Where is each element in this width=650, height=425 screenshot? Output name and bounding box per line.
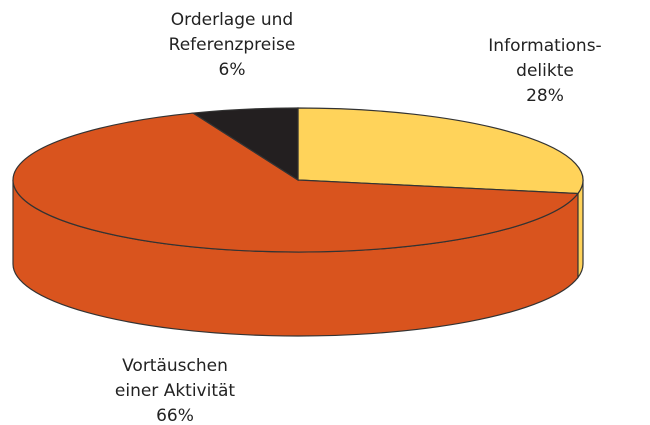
slice-value-label: 6% [219, 60, 246, 80]
pie-slice [191, 107, 299, 182]
slice-label: Informations- [488, 36, 601, 56]
pie-side [577, 179, 584, 280]
slice-label: Vortäuschen [122, 356, 228, 376]
pie-slice [12, 112, 580, 253]
slice-label: Referenzpreise [169, 35, 296, 55]
slice-label: delikte [516, 61, 574, 81]
slice-label: Orderlage und [171, 10, 293, 30]
slice-value-label: 28% [526, 86, 564, 106]
pie-slice [297, 107, 584, 195]
slice-value-label: 66% [156, 406, 194, 425]
slice-label: einer Aktivität [115, 381, 236, 401]
